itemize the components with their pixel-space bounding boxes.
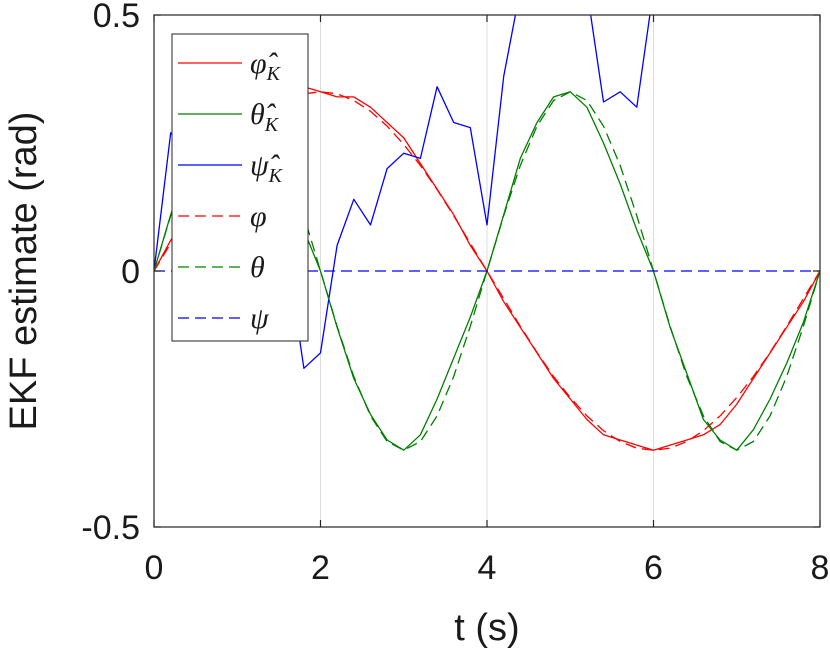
x-tick-label: 8 <box>811 549 830 587</box>
x-tick-label: 4 <box>478 549 497 587</box>
y-tick-label: 0 <box>121 253 140 291</box>
legend-label-3: φ <box>250 200 267 233</box>
x-tick-label: 0 <box>145 549 164 587</box>
x-axis-label: t (s) <box>454 607 519 649</box>
x-tick-label: 6 <box>644 549 663 587</box>
legend-box <box>171 33 309 342</box>
legend-label-5: ψ <box>250 302 270 335</box>
y-tick-label: 0.5 <box>93 0 140 35</box>
y-tick-label: -0.5 <box>81 509 140 547</box>
x-tick-label: 2 <box>311 549 330 587</box>
y-axis-label: EKF estimate (rad) <box>3 112 45 431</box>
legend-label-2: ψ̂K <box>250 149 284 187</box>
legend-label-4: θ <box>250 251 265 284</box>
axis-ticks: 0 2 4 6 8-0.500.5 <box>81 0 829 587</box>
